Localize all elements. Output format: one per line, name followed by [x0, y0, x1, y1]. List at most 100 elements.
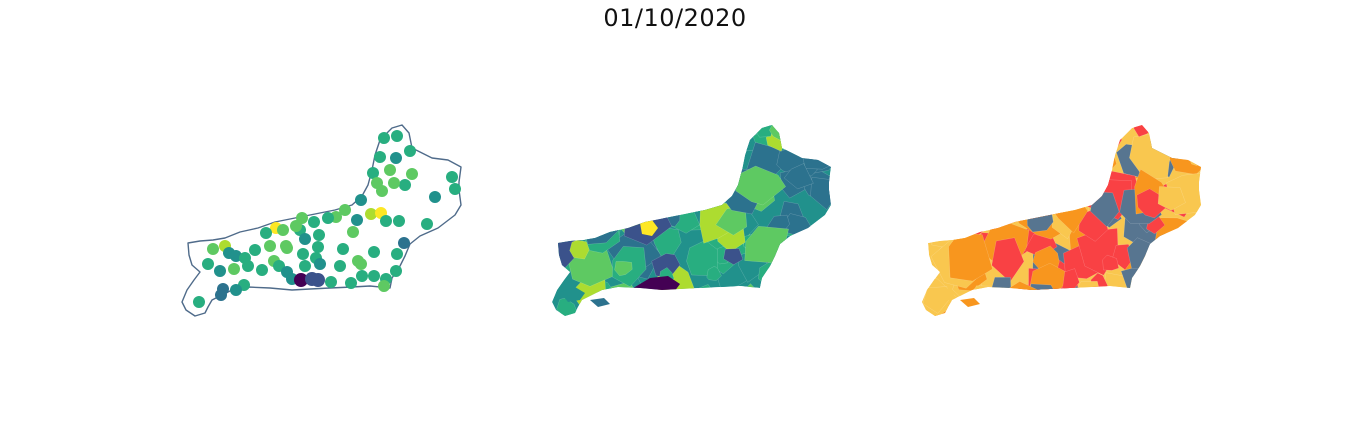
municipality-region: [1038, 191, 1067, 214]
municipality-point: [290, 220, 302, 232]
municipality-point: [378, 132, 390, 144]
municipality-point: [367, 167, 379, 179]
municipality-point: [339, 204, 351, 216]
municipality-region: [1081, 125, 1114, 151]
municipality-region: [1133, 125, 1153, 138]
municipality-region: [991, 237, 1025, 283]
municipality-point: [294, 273, 308, 287]
municipality-point: [299, 260, 311, 272]
municipality-point: [429, 191, 441, 203]
municipality-region: [706, 265, 722, 281]
municipality-region: [937, 185, 982, 228]
municipality-point: [393, 215, 405, 227]
municipality-region: [1050, 170, 1097, 207]
municipality-region: [1013, 125, 1045, 155]
municipality-point: [334, 260, 346, 272]
state-boundary: [181, 124, 462, 317]
municipality-region: [922, 160, 947, 196]
municipality-region: [614, 261, 633, 276]
municipality-region: [1037, 174, 1066, 207]
municipality-point: [264, 240, 276, 252]
municipality-region: [938, 149, 954, 167]
municipality-region: [1028, 181, 1045, 198]
municipality-point: [280, 240, 292, 252]
municipality-region: [1120, 267, 1154, 300]
municipality-point: [355, 194, 367, 206]
municipality-region: [1066, 285, 1100, 316]
municipality-point: [256, 264, 268, 276]
municipality-region: [1177, 131, 1199, 156]
municipality-region: [992, 141, 1027, 183]
municipality-region: [983, 189, 1008, 215]
municipality-region: [1083, 167, 1106, 184]
municipality-region: [922, 135, 963, 169]
coastal-islands: [560, 287, 610, 307]
municipality-point: [398, 237, 410, 249]
municipality-point: [215, 289, 227, 301]
municipality-point: [277, 224, 289, 236]
municipality-region: [686, 240, 718, 276]
municipality-region: [1175, 259, 1201, 296]
coastal-islands: [930, 287, 980, 307]
municipality-region: [946, 204, 967, 224]
municipality-point: [202, 258, 214, 270]
municipality-point: [242, 260, 254, 272]
municipality-region: [922, 198, 939, 216]
municipality-point: [391, 130, 403, 142]
municipality-point: [313, 229, 325, 241]
municipality-region: [1170, 231, 1201, 258]
municipality-region: [1138, 277, 1162, 301]
municipality-region: [1031, 295, 1079, 316]
municipality-region: [998, 187, 1035, 225]
municipality-region: [1021, 163, 1060, 200]
municipality-point: [378, 280, 390, 292]
municipality-region: [922, 149, 936, 183]
municipality-region: [922, 169, 946, 201]
municipality-region: [955, 154, 999, 198]
island: [960, 298, 980, 307]
municipality-point: [421, 218, 433, 230]
municipality-region: [948, 232, 993, 282]
municipality-region: [990, 276, 1012, 298]
municipality-point: [347, 226, 359, 238]
municipality-point: [384, 164, 396, 176]
municipality-region: [1028, 125, 1067, 146]
municipality-region: [922, 125, 958, 155]
municipality-point: [390, 152, 402, 164]
municipality-point: [314, 258, 326, 270]
municipality-region: [991, 125, 1047, 162]
municipality-region: [1084, 291, 1135, 316]
state-outline: [181, 124, 462, 317]
municipality-point: [365, 208, 377, 220]
municipality-point: [356, 270, 368, 282]
municipality-point: [305, 272, 319, 286]
municipality-region: [1006, 125, 1030, 144]
municipality-region: [1115, 286, 1147, 316]
municipality-point: [308, 216, 320, 228]
municipality-point: [391, 248, 403, 260]
municipality-region: [1053, 134, 1088, 178]
municipality-region: [1009, 132, 1058, 165]
municipality-region: [1187, 145, 1201, 166]
municipality-region: [1157, 186, 1186, 211]
municipality-region: [1178, 127, 1201, 152]
municipality-point: [355, 258, 367, 270]
municipality-region: [1138, 284, 1174, 316]
municipality-region: [783, 163, 814, 190]
municipality-region: [963, 285, 1013, 316]
municipality-region: [1148, 300, 1170, 316]
municipality-point: [207, 243, 219, 255]
municipality-region: [1013, 177, 1056, 219]
municipality-point: [230, 284, 242, 296]
island: [590, 298, 610, 307]
municipality-point: [374, 151, 386, 163]
municipality-region: [723, 248, 744, 265]
municipality-point: [297, 248, 309, 260]
municipality-region: [1169, 132, 1201, 175]
municipality-region: [1005, 148, 1032, 181]
municipality-point: [337, 243, 349, 255]
municipality-region: [1071, 145, 1095, 172]
municipality-region: [1067, 288, 1107, 316]
municipality-region: [922, 125, 941, 141]
